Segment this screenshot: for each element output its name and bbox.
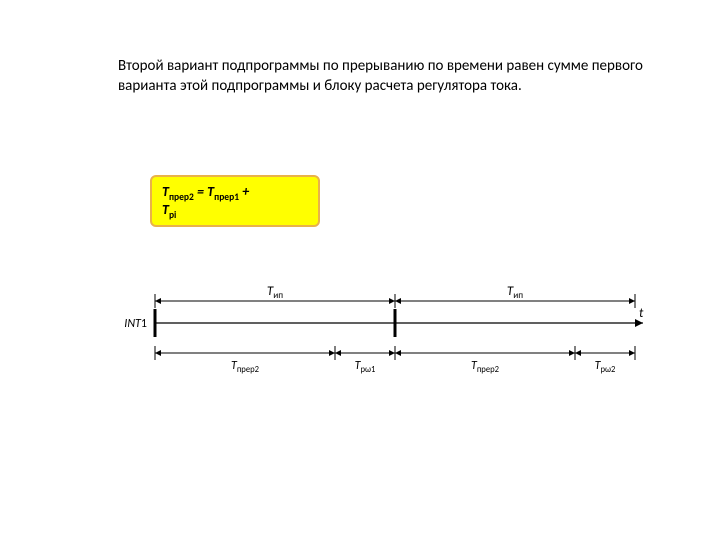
svg-text:Tрω2: Tрω2: [595, 359, 616, 375]
timing-diagram: Tип Tип Tпрер2 Tрω1 Tпрер2 Tрω2 t INT1: [115, 275, 645, 385]
svg-text:Tпрер2: Tпрер2: [231, 359, 259, 375]
formula-t3: T: [162, 201, 169, 218]
svg-text:Tип: Tип: [507, 284, 523, 301]
intro-paragraph: Второй вариант подпрограммы по прерывани…: [118, 56, 648, 97]
svg-text:INT1: INT1: [124, 317, 147, 331]
formula-line2: Tрi: [162, 201, 308, 221]
formula-t1: T: [162, 183, 169, 200]
formula-sub3: рi: [169, 209, 176, 221]
formula-box: Tпрер2 = Tпрер1 + Tрi: [150, 175, 320, 227]
svg-text:Tип: Tип: [267, 284, 283, 301]
svg-text:Tрω1: Tрω1: [355, 359, 376, 375]
svg-text:t: t: [639, 306, 644, 321]
formula-sub2: прер1: [214, 191, 239, 203]
svg-text:Tпрер2: Tпрер2: [471, 359, 499, 375]
formula-eq: =: [197, 183, 207, 200]
formula-plus: +: [242, 183, 249, 200]
